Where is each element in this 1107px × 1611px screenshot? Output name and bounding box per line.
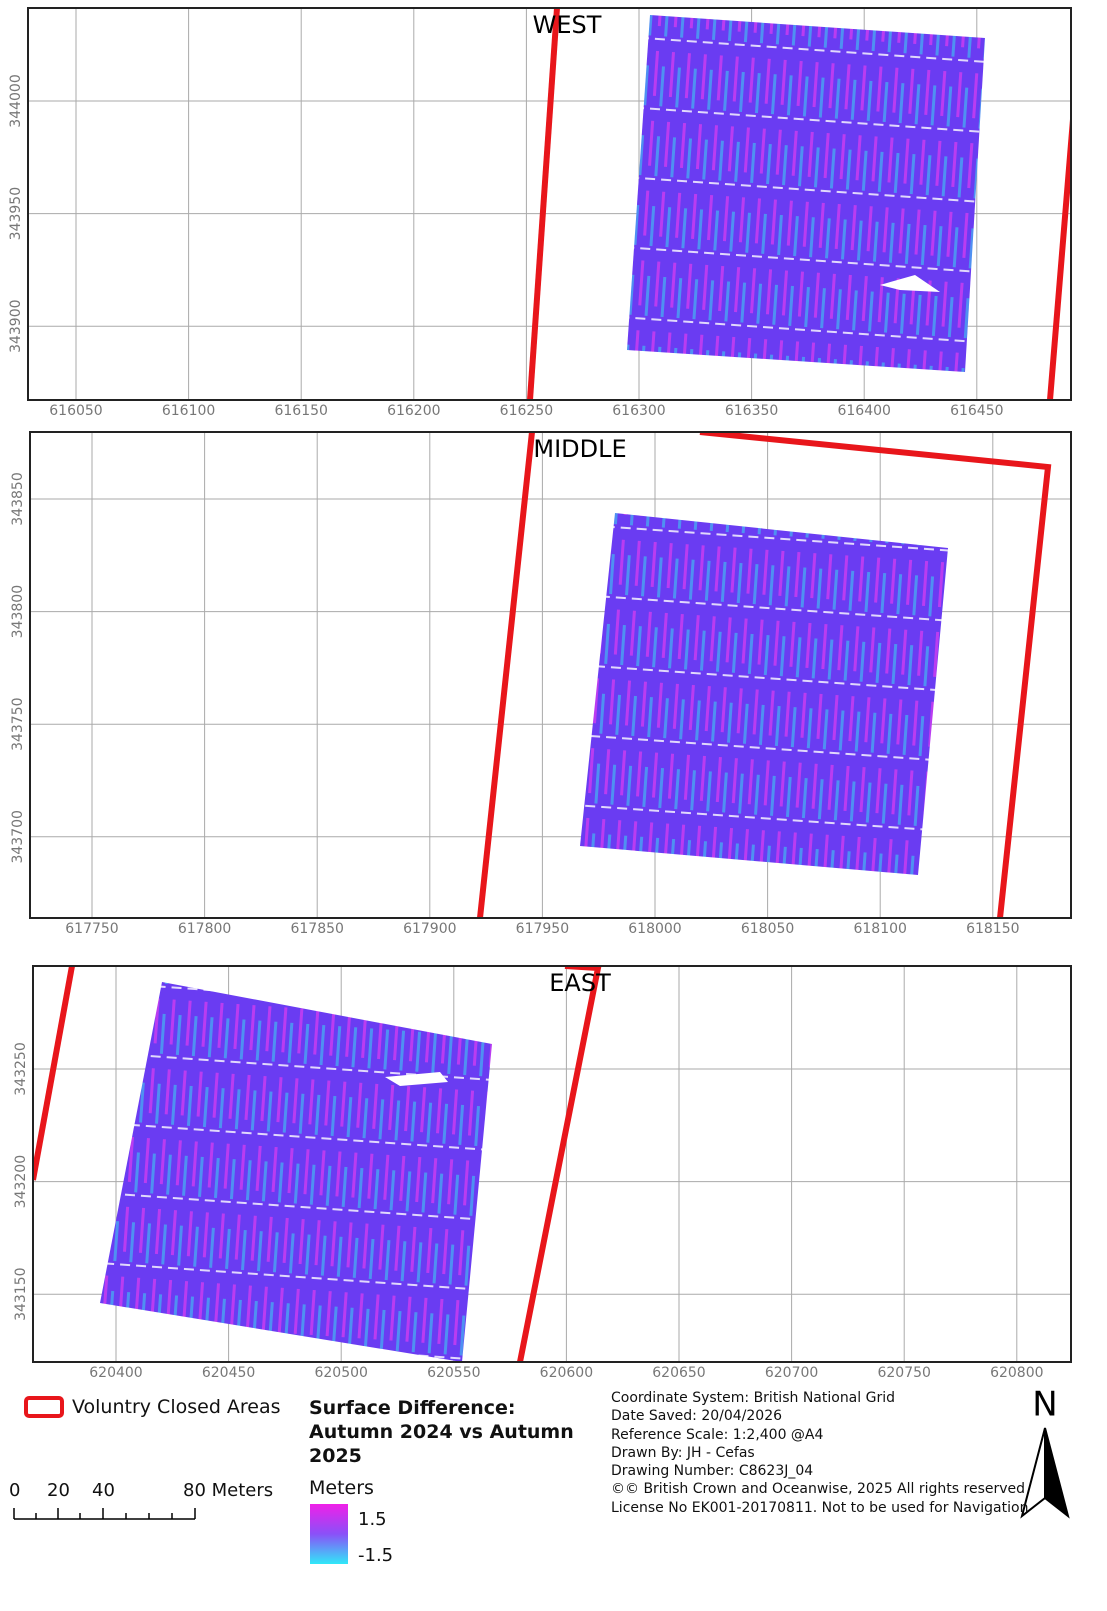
x-tick-label: 617750 — [65, 921, 118, 937]
x-tick-label: 616050 — [49, 403, 102, 419]
x-tick-label: 620400 — [89, 1365, 142, 1381]
x-tick-label: 618150 — [966, 921, 1019, 937]
y-tick-label: 343250 — [13, 1042, 29, 1095]
closed-area — [33, 966, 72, 1180]
x-tick-label: 616250 — [500, 403, 553, 419]
scale-bar — [14, 1508, 195, 1519]
x-tick-label: 616150 — [274, 403, 327, 419]
x-tick-label: 617950 — [516, 921, 569, 937]
x-tick-label: 617850 — [290, 921, 343, 937]
scale-label: 0 — [9, 1480, 20, 1501]
west-features — [530, 8, 1075, 400]
info-line: Drawn By: JH - Cefas — [611, 1444, 1028, 1462]
surface-unit: Meters — [309, 1477, 374, 1499]
color-ramp — [310, 1504, 348, 1564]
closed-area — [530, 8, 557, 400]
map: N 616050 616100 616150 616200 616250 616300 61… — [0, 0, 1107, 1611]
info-line: ©© British Crown and Oceanwise, 2025 All… — [611, 1480, 1028, 1498]
east-features — [33, 966, 598, 1362]
y-tick-label: 343200 — [13, 1155, 29, 1208]
x-tick-label: 617900 — [403, 921, 456, 937]
closed-area-label: Voluntry Closed Areas — [72, 1396, 281, 1418]
x-tick-label: 620800 — [990, 1365, 1043, 1381]
y-tick-label: 343750 — [10, 697, 26, 750]
north-label: N — [1032, 1385, 1057, 1425]
closed-area-swatch — [26, 1398, 62, 1416]
x-tick-label: 620450 — [202, 1365, 255, 1381]
scale-label: 20 — [47, 1480, 70, 1501]
scale-label: 40 — [92, 1480, 115, 1501]
info-line: Drawing Number: C8623J_04 — [611, 1462, 1028, 1480]
scale-label: 80 Meters — [183, 1480, 273, 1501]
x-tick-label: 618000 — [628, 921, 681, 937]
x-tick-label: 616300 — [612, 403, 665, 419]
x-tick-label: 616200 — [387, 403, 440, 419]
map-info: Coordinate System: British National Grid… — [611, 1389, 1028, 1517]
x-tick-label: 618050 — [741, 921, 794, 937]
panel-title: WEST — [533, 11, 602, 39]
info-line: Date Saved: 20/04/2026 — [611, 1407, 1028, 1425]
panel-title: EAST — [549, 969, 611, 997]
closed-area — [520, 966, 598, 1362]
survey-patch — [580, 513, 948, 875]
middle-features — [480, 432, 1048, 918]
info-line: License No EK001-20170811. Not to be use… — [611, 1499, 1028, 1517]
x-tick-label: 620500 — [314, 1365, 367, 1381]
survey-patch — [627, 15, 985, 372]
survey-patch — [100, 982, 492, 1362]
ramp-min: -1.5 — [358, 1545, 393, 1566]
north-arrow — [1022, 1428, 1068, 1516]
x-tick-label: 620700 — [765, 1365, 818, 1381]
x-tick-label: 620750 — [877, 1365, 930, 1381]
closed-area — [480, 432, 532, 918]
y-tick-label: 343150 — [13, 1267, 29, 1320]
y-tick-label: 343800 — [10, 585, 26, 638]
panel-title: MIDDLE — [533, 435, 626, 463]
surface-title: Surface Difference: Autumn 2024 vs Autum… — [309, 1396, 579, 1468]
x-tick-label: 616450 — [950, 403, 1003, 419]
x-tick-label: 616400 — [837, 403, 890, 419]
y-tick-label: 344000 — [8, 74, 24, 127]
info-line: Coordinate System: British National Grid — [611, 1389, 1028, 1407]
y-tick-label: 343900 — [8, 299, 24, 352]
y-tick-label: 343700 — [10, 810, 26, 863]
x-tick-label: 618100 — [853, 921, 906, 937]
x-tick-label: 620550 — [427, 1365, 480, 1381]
x-tick-label: 620650 — [652, 1365, 705, 1381]
y-tick-label: 343850 — [10, 472, 26, 525]
x-tick-label: 616350 — [725, 403, 778, 419]
x-tick-label: 620600 — [540, 1365, 593, 1381]
x-tick-label: 616100 — [162, 403, 215, 419]
ramp-max: 1.5 — [358, 1509, 387, 1530]
info-line: Reference Scale: 1:2,400 @A4 — [611, 1426, 1028, 1444]
page: {"panels": [ {"title": "WEST", "xticks":… — [0, 0, 1107, 1611]
x-tick-label: 617800 — [178, 921, 231, 937]
y-tick-label: 343950 — [8, 187, 24, 240]
